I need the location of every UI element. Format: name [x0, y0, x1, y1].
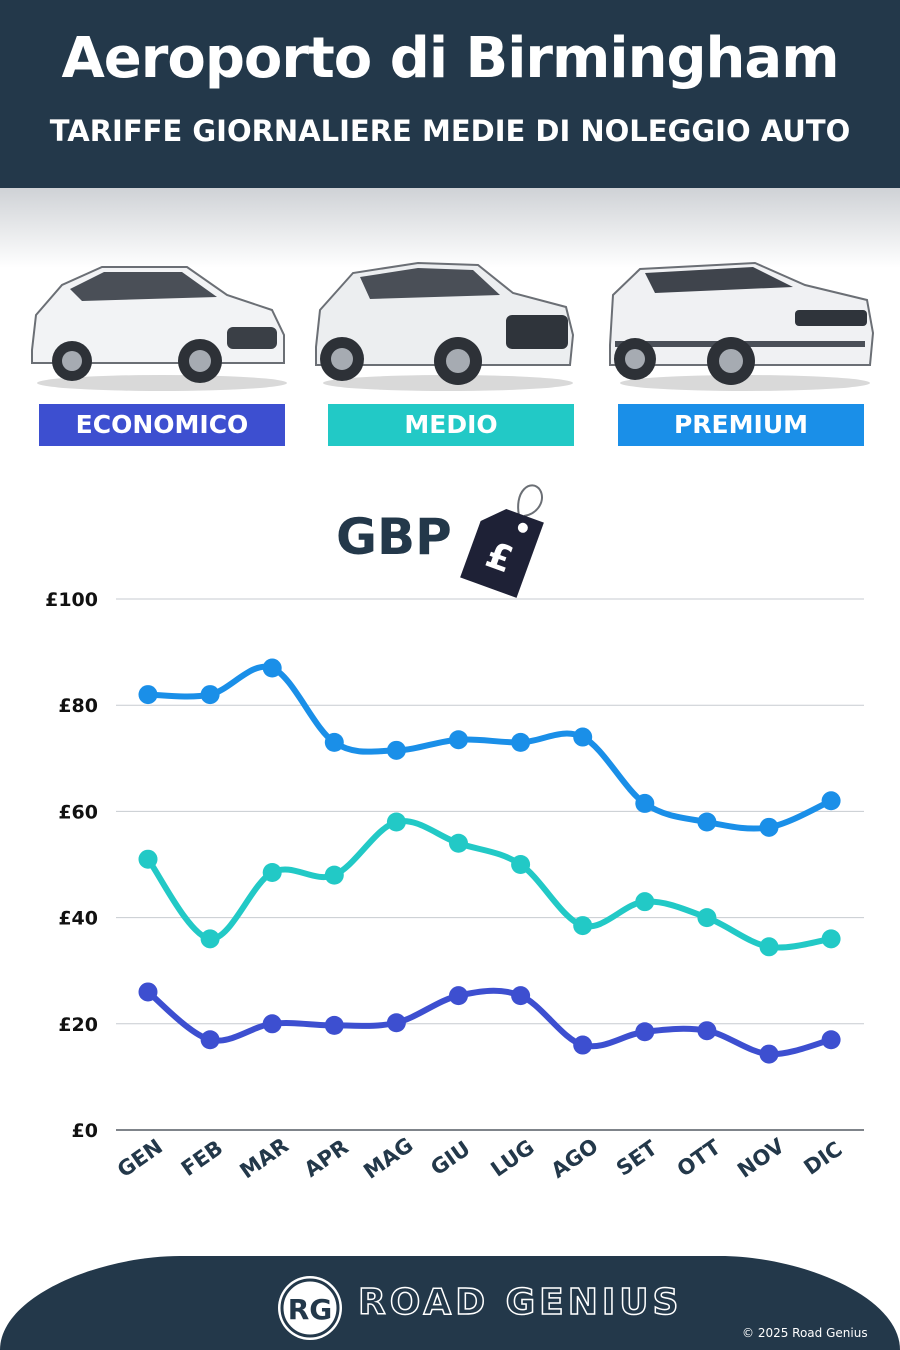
badge-medio: MEDIO	[328, 404, 574, 446]
currency-label: GBP	[336, 508, 452, 566]
data-point-economico	[200, 1030, 220, 1050]
x-tick-label: GIU	[426, 1136, 474, 1180]
data-point-premium	[386, 740, 406, 760]
x-tick-label: APR	[300, 1135, 353, 1182]
data-point-economico	[324, 1015, 344, 1035]
data-point-premium	[449, 730, 468, 750]
footer	[0, 1256, 900, 1350]
y-axis: £0 £20 £40 £60 £80 £100	[45, 589, 98, 1142]
badge-premium: PREMIUM	[618, 404, 864, 446]
data-point-medio	[386, 812, 406, 832]
data-point-economico	[386, 1013, 406, 1033]
data-point-premium	[821, 791, 841, 811]
x-tick-label: DIC	[800, 1137, 847, 1180]
data-point-economico	[511, 986, 531, 1006]
header: Aeroporto di Birmingham TARIFFE GIORNALI…	[0, 0, 900, 188]
x-tick-label: OTT	[673, 1135, 726, 1182]
data-point-premium	[324, 732, 344, 752]
page-title: Aeroporto di Birmingham	[61, 26, 839, 91]
data-point-economico	[759, 1044, 779, 1064]
x-tick-label: FEB	[177, 1136, 227, 1181]
data-point-medio	[449, 833, 468, 853]
x-tick-label: AGO	[547, 1134, 603, 1183]
x-tick-label: NOV	[733, 1133, 789, 1182]
data-point-medio	[262, 862, 282, 882]
premium-suv-icon	[609, 261, 875, 391]
data-point-premium	[635, 793, 655, 813]
data-point-medio	[759, 937, 779, 957]
x-tick-label: MAR	[235, 1133, 292, 1183]
data-point-medio	[138, 849, 158, 869]
brand-name: ROAD GENIUS	[357, 1281, 683, 1324]
y-tick-label: £20	[58, 1014, 98, 1036]
data-point-medio	[324, 865, 344, 885]
y-tick-label: £60	[58, 801, 98, 823]
badge-economico: ECONOMICO	[39, 404, 285, 446]
data-point-premium	[759, 817, 779, 837]
x-axis: GEN FEB MAR APR MAG GIU LUG AGO SET OTT NOV DIC	[113, 1133, 847, 1184]
x-tick-label: MAG	[359, 1133, 417, 1184]
series-line-premium	[145, 663, 835, 832]
data-point-medio	[200, 929, 220, 949]
data-point-economico	[573, 1035, 593, 1055]
hatchback-car-icon	[31, 266, 287, 391]
header-shadow	[0, 188, 900, 268]
data-point-economico	[262, 1014, 282, 1034]
data-point-medio	[697, 908, 717, 928]
series	[138, 658, 841, 1064]
y-tick-label: £0	[72, 1120, 98, 1142]
data-point-medio	[573, 916, 593, 936]
data-point-economico	[697, 1021, 717, 1041]
y-tick-label: £100	[45, 589, 98, 611]
grid	[116, 598, 864, 1131]
x-tick-label: LUG	[486, 1135, 538, 1182]
y-tick-label: £80	[58, 695, 98, 717]
page-subtitle: TARIFFE GIORNALIERE MEDIE DI NOLEGGIO AU…	[49, 114, 851, 148]
road-genius-logo: RG	[278, 1276, 342, 1340]
y-tick-label: £40	[58, 908, 98, 930]
suv-car-icon	[315, 261, 575, 391]
data-point-premium	[697, 812, 717, 832]
logo-text: RG	[288, 1293, 333, 1326]
data-point-economico	[821, 1030, 841, 1050]
data-point-premium	[511, 732, 531, 752]
series-line-economico	[145, 987, 835, 1058]
data-point-medio	[821, 929, 841, 949]
data-point-premium	[573, 727, 593, 747]
data-point-medio	[511, 855, 531, 874]
price-tag-icon: £	[460, 484, 544, 598]
data-point-premium	[138, 685, 158, 705]
data-point-premium	[200, 685, 220, 705]
data-point-economico	[449, 986, 468, 1006]
data-point-premium	[262, 658, 282, 678]
x-tick-label: GEN	[113, 1134, 167, 1182]
series-line-medio	[145, 818, 835, 951]
data-point-economico	[635, 1022, 655, 1042]
line-chart: £0 £20 £40 £60 £80 £100 GEN FEB MAR APR MAG GIU LUG…	[45, 589, 864, 1184]
copyright: © 2025 Road Genius	[742, 1326, 868, 1340]
data-point-economico	[138, 982, 158, 1002]
x-tick-label: SET	[612, 1135, 662, 1180]
data-point-medio	[635, 892, 655, 912]
